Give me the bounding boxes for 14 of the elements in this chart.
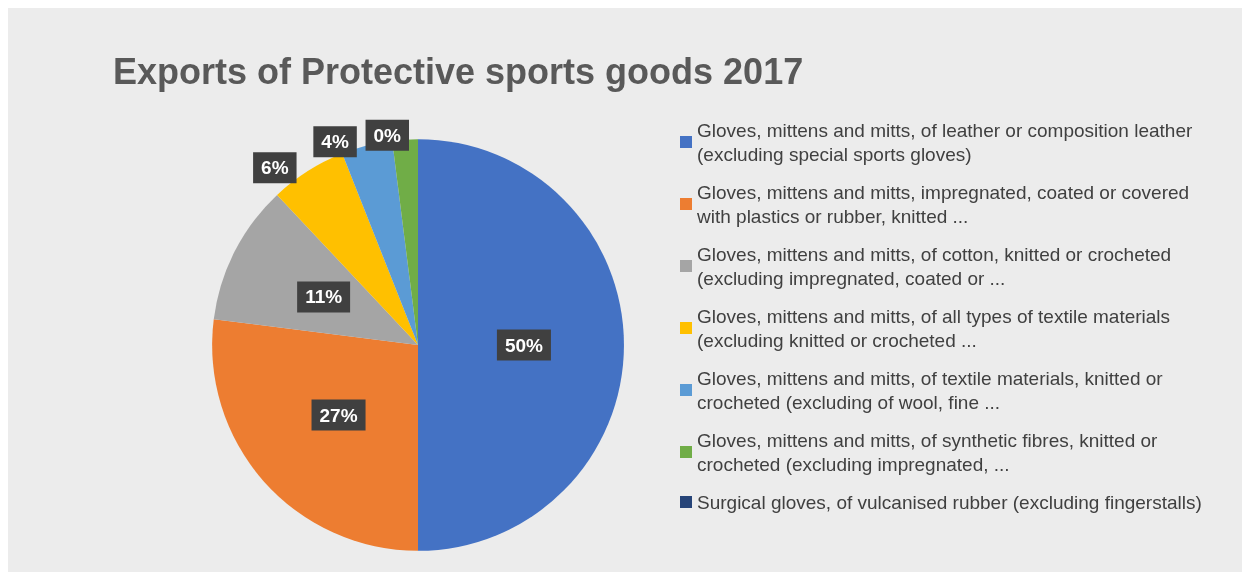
data-label: 6% [261, 157, 289, 179]
data-label: 50% [504, 334, 544, 356]
chart-title: Exports of Protective sports goods 2017 [113, 50, 804, 92]
legend-label: Gloves, mittens and mitts, of all types of textile materials (excluding knitted or crocheted ... [697, 305, 1176, 351]
data-label: 11% [305, 286, 343, 308]
legend-label: Surgical gloves, of vulcanised rubber (excluding fingerstalls) [697, 491, 1202, 513]
legend-label: Gloves, mittens and mitts, of synthetic fibres, knitted or crocheted (excluding impregnated, ... [697, 429, 1163, 475]
legend-label: Gloves, mittens and mitts, of textile materials, knitted or crocheted (excluding of wool, fine ... [697, 367, 1168, 413]
legend-label: Gloves, mittens and mitts, of cotton, knitted or crocheted (excluding impregnated, coated or ... [697, 243, 1177, 289]
legend-label: Gloves, mittens and mitts, of leather or composition leather (excluding special sports gloves) [697, 119, 1198, 165]
data-label: 27% [319, 404, 358, 426]
data-label: 4% [321, 131, 349, 153]
text: 0% [373, 124, 401, 146]
legend-label: Gloves, mittens and mitts, impregnated, coated or covered with plastics or rubber, knitted ... [696, 181, 1195, 227]
